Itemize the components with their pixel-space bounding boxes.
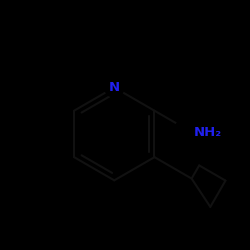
Circle shape bbox=[105, 78, 124, 97]
Text: NH₂: NH₂ bbox=[194, 126, 222, 139]
Circle shape bbox=[174, 115, 209, 149]
Text: N: N bbox=[109, 81, 120, 94]
